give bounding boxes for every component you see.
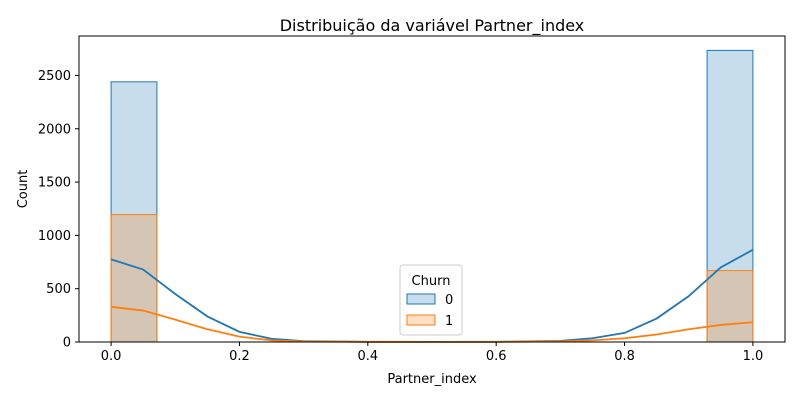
bar-churn-0-bin-0 [110,81,158,343]
x-tick-label: 0.8 [614,349,635,364]
x-tick-label: 0.0 [101,349,122,364]
bar-churn-1-bin-0 [110,214,158,343]
plot-area [110,49,754,343]
legend: Churn 0 1 [399,264,463,336]
x-tick-label: 1.0 [743,349,764,364]
x-tick-label: 0.4 [357,349,378,364]
y-tick-label: 2000 [38,122,71,137]
y-tick-label: 1000 [38,229,71,244]
chart-title: Distribuição da variável Partner_index [280,16,585,36]
bar-churn-0-bin-1 [706,49,754,343]
x-tick-label: 0.6 [486,349,507,364]
bar-churn-1-bin-1 [706,270,754,343]
y-axis: 0 500 1000 1500 2000 2500 [38,69,79,351]
legend-swatch-churn-0 [406,293,436,305]
legend-box [399,264,463,336]
y-axis-label: Count [16,170,31,209]
legend-label-churn-1: 1 [445,314,453,329]
x-tick-label: 0.2 [229,349,250,364]
y-tick-label: 0 [63,336,71,351]
legend-swatch-churn-1 [406,314,436,326]
legend-label-churn-0: 0 [445,293,453,308]
y-tick-label: 500 [46,282,71,297]
y-tick-label: 2500 [38,69,71,84]
axes-frame [78,35,786,343]
x-axis: 0.0 0.2 0.4 0.6 0.8 1.0 [101,342,764,364]
y-tick-label: 1500 [38,176,71,191]
x-axis-label: Partner_index [387,372,477,387]
legend-title: Churn [412,274,451,289]
